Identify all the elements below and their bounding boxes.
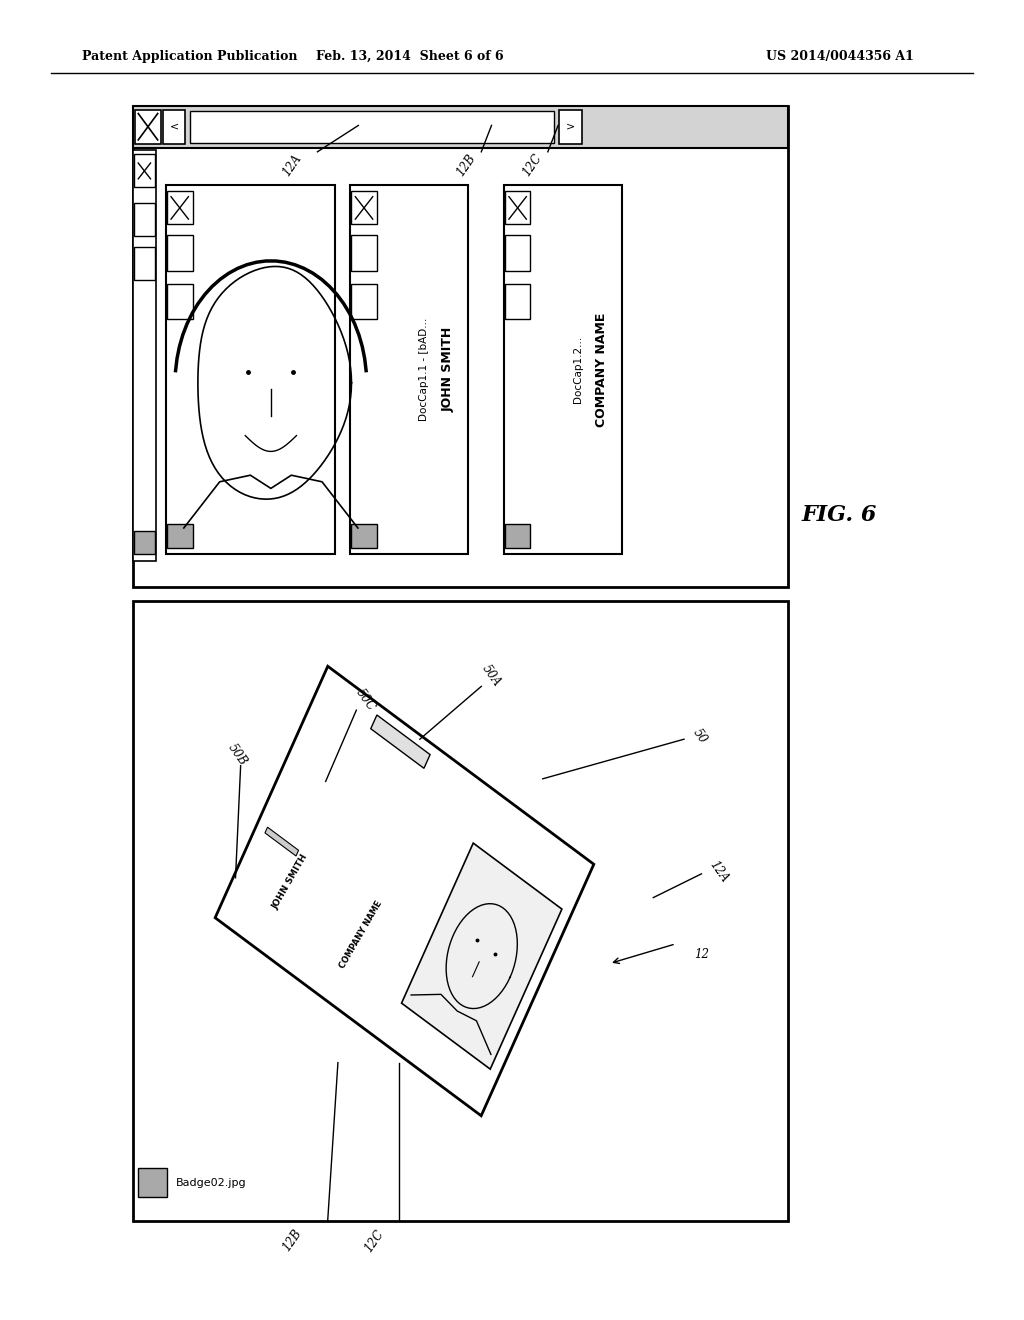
Text: 12A: 12A — [280, 152, 304, 178]
Text: >: > — [565, 121, 575, 132]
Polygon shape — [265, 828, 299, 855]
Text: 12A: 12A — [707, 858, 731, 884]
Bar — [163, 110, 185, 144]
Bar — [505, 235, 530, 271]
Text: Patent Application Publication: Patent Application Publication — [82, 50, 297, 63]
Bar — [134, 247, 155, 280]
Bar — [190, 111, 554, 143]
Bar — [351, 235, 377, 271]
Bar — [167, 524, 193, 548]
Bar — [135, 110, 161, 144]
Text: 12B: 12B — [454, 152, 478, 178]
Bar — [138, 1168, 167, 1197]
Text: 12C: 12C — [361, 1228, 386, 1254]
Bar — [133, 601, 788, 1221]
Bar — [504, 185, 622, 554]
Text: COMPANY NAME: COMPANY NAME — [595, 313, 608, 426]
Bar — [351, 524, 377, 548]
Text: Badge02.jpg: Badge02.jpg — [176, 1177, 247, 1188]
Text: COMPANY NAME: COMPANY NAME — [338, 900, 384, 970]
Text: 12: 12 — [694, 948, 710, 961]
Polygon shape — [401, 843, 562, 1069]
Bar — [505, 524, 530, 548]
Text: 50A: 50A — [479, 663, 504, 689]
Bar — [505, 191, 530, 224]
Bar — [167, 191, 193, 224]
Bar — [351, 284, 377, 319]
Bar — [133, 106, 788, 587]
Polygon shape — [371, 715, 430, 768]
Bar — [167, 235, 193, 271]
Text: JOHN SMITH: JOHN SMITH — [441, 327, 455, 412]
Text: US 2014/0044356 A1: US 2014/0044356 A1 — [766, 50, 913, 63]
Text: 50C: 50C — [353, 686, 378, 713]
Bar — [134, 203, 155, 236]
Bar — [134, 531, 155, 554]
Polygon shape — [215, 667, 594, 1115]
Bar — [133, 150, 156, 561]
Text: Feb. 13, 2014  Sheet 6 of 6: Feb. 13, 2014 Sheet 6 of 6 — [315, 50, 504, 63]
Text: <: < — [169, 121, 179, 132]
Text: JOHN SMITH: JOHN SMITH — [270, 853, 309, 911]
Bar — [167, 284, 193, 319]
Text: 12C: 12C — [520, 152, 545, 178]
Bar — [166, 185, 335, 554]
Text: 12B: 12B — [280, 1228, 304, 1254]
Text: DocCap1.2...: DocCap1.2... — [573, 337, 583, 403]
Bar — [505, 284, 530, 319]
Text: 50: 50 — [690, 727, 710, 746]
Bar — [134, 154, 155, 187]
Text: FIG. 6: FIG. 6 — [802, 504, 878, 525]
Bar — [133, 106, 788, 148]
Bar — [559, 110, 582, 144]
Text: DocCap1.1 - [bAD...: DocCap1.1 - [bAD... — [420, 318, 429, 421]
Bar — [350, 185, 468, 554]
Bar — [351, 191, 377, 224]
Text: 50B: 50B — [225, 742, 250, 768]
